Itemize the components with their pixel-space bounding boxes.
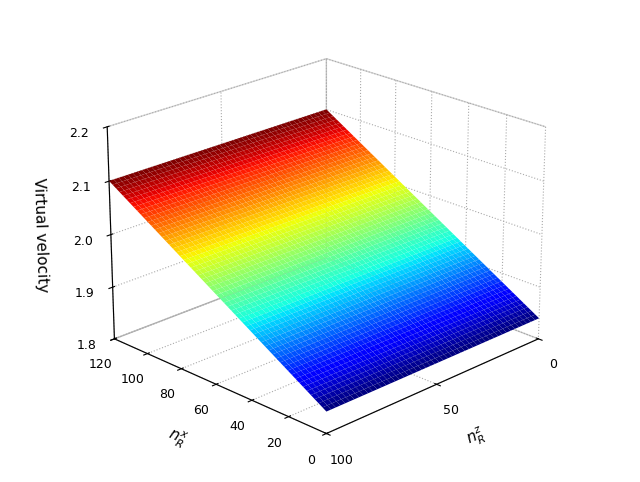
X-axis label: $n_R^z$: $n_R^z$ (464, 425, 489, 452)
Y-axis label: $n_R^x$: $n_R^x$ (164, 425, 189, 452)
